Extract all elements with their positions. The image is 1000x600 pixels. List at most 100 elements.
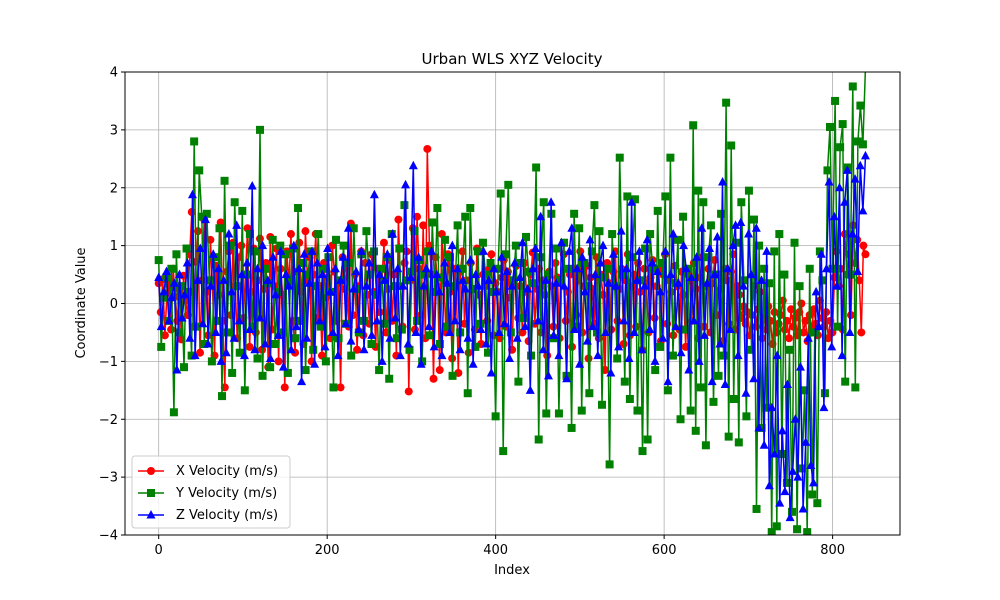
data-point-z — [790, 414, 800, 423]
data-point-z — [621, 263, 631, 273]
data-point-z — [614, 341, 624, 351]
data-point-y — [691, 426, 700, 435]
data-point-y — [608, 230, 617, 239]
data-point-y — [620, 377, 629, 386]
series-z-velocity — [154, 150, 870, 522]
data-point-z — [458, 275, 468, 284]
data-point-y — [810, 328, 819, 337]
data-point-y — [261, 264, 270, 273]
data-point-y — [197, 212, 206, 221]
data-point-z — [486, 367, 496, 377]
data-point-z — [556, 237, 566, 247]
data-point-z — [650, 356, 660, 365]
data-point-z — [640, 281, 650, 290]
data-point-z — [593, 350, 603, 360]
data-point-z — [837, 350, 847, 360]
data-point-y — [266, 363, 275, 372]
data-point-x — [799, 328, 808, 337]
data-point-y — [250, 247, 259, 256]
data-point-y — [486, 258, 495, 267]
data-point-y — [714, 371, 723, 380]
data-point-y — [775, 230, 784, 239]
data-point-x — [196, 348, 205, 357]
data-point-y — [701, 441, 710, 450]
data-point-z — [239, 350, 249, 360]
data-point-z — [715, 339, 725, 348]
data-point-z — [354, 324, 364, 334]
data-point-z — [759, 440, 769, 449]
data-point-z — [580, 286, 590, 296]
data-point-y — [542, 409, 551, 418]
data-point-x — [301, 227, 310, 236]
data-point-z — [414, 252, 424, 261]
data-point-z — [302, 333, 312, 342]
data-point-z — [780, 486, 790, 496]
data-point-z — [728, 240, 738, 250]
data-point-y — [205, 276, 214, 285]
data-point-z — [549, 330, 559, 339]
data-point-z — [323, 243, 333, 253]
data-point-y — [663, 386, 672, 395]
data-point-y — [780, 270, 789, 279]
data-point-y — [377, 264, 386, 273]
data-point-z — [346, 336, 356, 345]
data-point-y — [499, 447, 508, 456]
data-point-y — [494, 264, 503, 273]
data-point-z — [814, 321, 824, 331]
data-point-x — [419, 221, 428, 230]
data-point-z — [567, 223, 577, 232]
data-point-z — [689, 315, 699, 325]
data-point-z — [174, 269, 184, 279]
data-point-y — [276, 241, 285, 250]
data-point-z — [336, 275, 346, 284]
data-point-z — [533, 315, 543, 325]
data-point-z — [523, 284, 533, 293]
data-point-z — [263, 275, 273, 284]
data-point-y — [848, 82, 857, 91]
data-point-y — [793, 525, 802, 534]
data-point-z — [393, 263, 403, 273]
data-point-z — [798, 503, 808, 513]
data-point-z — [788, 466, 798, 475]
data-point-z — [161, 266, 171, 276]
data-point-z — [211, 327, 221, 336]
data-point-y — [453, 221, 462, 230]
legend-frame — [131, 455, 291, 529]
data-point-z — [642, 234, 652, 244]
data-point-z — [637, 344, 647, 354]
data-point-y — [656, 342, 665, 351]
data-point-z — [777, 425, 787, 435]
data-point-z — [213, 263, 223, 273]
data-point-z — [460, 284, 470, 293]
data-point-y — [446, 253, 455, 262]
data-point-z — [619, 315, 629, 325]
data-point-z — [850, 174, 860, 183]
data-point-z — [229, 333, 239, 342]
data-point-y — [207, 357, 216, 366]
data-point-y — [309, 345, 318, 354]
data-point-z — [159, 286, 169, 296]
data-point-y — [392, 334, 401, 343]
data-point-z — [421, 263, 431, 273]
data-point-z — [821, 263, 831, 273]
data-point-z — [442, 278, 452, 287]
data-point-y — [795, 282, 804, 291]
data-point-y — [273, 287, 282, 296]
data-point-y — [316, 322, 325, 331]
data-point-z — [510, 257, 520, 267]
data-point-y — [831, 96, 840, 105]
data-point-z — [834, 182, 844, 192]
data-point-z — [250, 344, 260, 354]
data-point-z — [471, 269, 481, 279]
data-point-z — [525, 385, 535, 394]
data-point-z — [829, 211, 839, 221]
data-point-z — [478, 246, 488, 255]
data-point-z — [304, 278, 314, 287]
data-point-y — [405, 345, 414, 354]
data-point-z — [193, 275, 203, 284]
data-point-z — [401, 179, 411, 189]
data-point-y — [501, 250, 510, 259]
data-point-y — [679, 212, 688, 221]
data-point-y — [258, 371, 267, 380]
data-point-y — [496, 189, 505, 198]
